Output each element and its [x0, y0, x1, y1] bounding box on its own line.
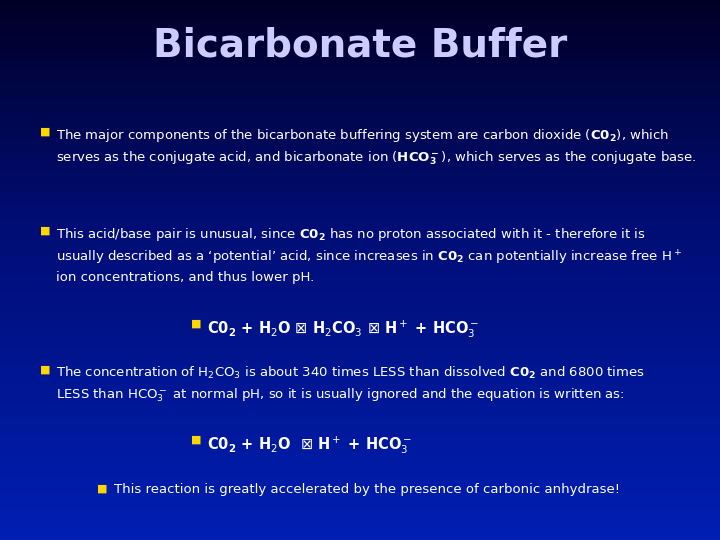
- Text: $\mathbf{C0_2}$ + H$_2$O $\boxtimes$ H$_2$CO$_3$ $\boxtimes$ H$^+$ + HCO$_3^-$: $\mathbf{C0_2}$ + H$_2$O $\boxtimes$ H$_…: [207, 319, 480, 340]
- Text: ■: ■: [191, 435, 202, 445]
- Text: ■: ■: [40, 226, 50, 236]
- Text: ■: ■: [191, 319, 202, 329]
- Text: The major components of the bicarbonate buffering system are carbon dioxide ($\m: The major components of the bicarbonate …: [56, 127, 696, 167]
- Text: This acid/base pair is unusual, since $\mathbf{C0_2}$ has no proton associated w: This acid/base pair is unusual, since $\…: [56, 226, 682, 285]
- Text: ■: ■: [97, 483, 108, 494]
- Text: The concentration of H$_2$CO$_3$ is about 340 times LESS than dissolved $\mathbf: The concentration of H$_2$CO$_3$ is abou…: [56, 364, 645, 403]
- Text: ■: ■: [40, 364, 50, 375]
- Text: ■: ■: [40, 127, 50, 137]
- Text: This reaction is greatly accelerated by the presence of carbonic anhydrase!: This reaction is greatly accelerated by …: [114, 483, 620, 496]
- Text: $\mathbf{C0_2}$ + H$_2$O  $\boxtimes$ H$^+$ + HCO$_3^-$: $\mathbf{C0_2}$ + H$_2$O $\boxtimes$ H$^…: [207, 435, 413, 456]
- Text: Bicarbonate Buffer: Bicarbonate Buffer: [153, 27, 567, 65]
